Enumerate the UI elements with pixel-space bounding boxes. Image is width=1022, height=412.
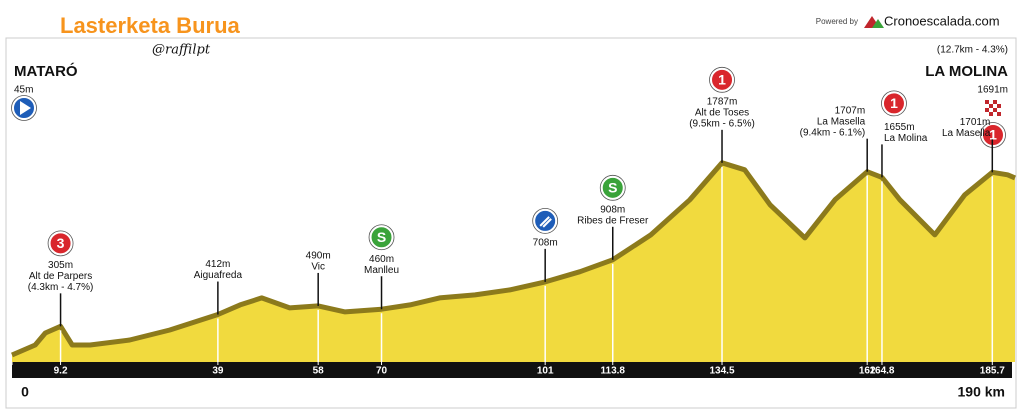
checker-square <box>989 112 993 116</box>
waypoint-label: Alt de Toses <box>695 107 749 118</box>
x-tick-label: 101 <box>537 366 554 377</box>
checker-square <box>985 112 989 116</box>
waypoint-label: La Masella <box>817 116 866 127</box>
checker-square <box>989 104 993 108</box>
category-icon-ring <box>11 95 37 121</box>
finish-name: LA MOLINA <box>925 63 1008 80</box>
checker-square <box>997 100 1001 104</box>
category-icon-label: 1 <box>718 72 726 88</box>
category-icon <box>881 91 906 116</box>
checker-square <box>993 100 997 104</box>
waypoint-label: (9.4km - 6.1%) <box>800 127 866 138</box>
checker-square <box>993 108 997 112</box>
x-tick-label: 134.5 <box>710 366 735 377</box>
category-icon <box>600 175 625 200</box>
checker-square <box>997 104 1001 108</box>
category-icon-label: S <box>608 180 617 196</box>
waypoint-label: Vic <box>311 262 325 273</box>
category-icon-ring <box>881 90 907 117</box>
waypoint-label: 1787m <box>707 96 738 107</box>
start-arrow <box>20 101 31 115</box>
profile-line <box>11 160 1016 358</box>
x-tick-label: 113.8 <box>601 366 626 377</box>
category-icon-ring <box>532 207 559 234</box>
x-tick-label: 39 <box>212 366 224 377</box>
category-icon-label: 1 <box>890 95 898 111</box>
category-icon-label: S <box>377 229 386 245</box>
finish-elevation: 1691m <box>977 85 1008 96</box>
waypoint-label: 490m <box>306 251 331 262</box>
category-icon-ring <box>368 224 395 251</box>
waypoint-label: Aiguafreda <box>194 270 243 281</box>
waypoint-label: Alt de Parpers <box>29 271 92 282</box>
profile-area <box>12 162 1015 362</box>
waypoint-label: 708m <box>533 238 558 249</box>
x-tick-label: 0 <box>21 384 29 400</box>
start-name: MATARÓ <box>14 62 78 80</box>
brand: Cronoescalada.com <box>884 13 1000 28</box>
checker-square <box>997 108 1001 112</box>
category-icon-ring <box>599 174 626 201</box>
x-tick-label: 164.8 <box>869 366 894 377</box>
km-bar <box>12 362 1012 378</box>
finish-climb: (12.7km - 4.3%) <box>937 45 1008 56</box>
waypoint-label: 1655m <box>884 122 915 133</box>
waypoint-label: 908m <box>600 204 625 215</box>
checker-square <box>985 108 989 112</box>
waypoint-label: La Masella <box>942 128 991 139</box>
waypoint-label: (9.5km - 6.5%) <box>689 118 755 129</box>
checker-square <box>993 112 997 116</box>
waypoint-label: Manlleu <box>364 265 399 276</box>
finish-flag <box>985 100 1001 116</box>
title: Lasterketa Burua <box>60 13 241 38</box>
x-tick-label: 185.7 <box>980 366 1005 377</box>
category-icon-label: 1 <box>989 127 997 143</box>
category-icon <box>710 67 735 92</box>
handle: @raffilpt <box>152 43 211 58</box>
waypoint-label: 1707m <box>835 105 866 116</box>
checker-square <box>985 100 989 104</box>
waypoint-label: 1701m <box>960 117 991 128</box>
checker-square <box>985 104 989 108</box>
category-icon <box>48 231 73 256</box>
category-icon-ring <box>47 230 74 257</box>
x-tick-label: 190 km <box>958 384 1005 400</box>
feed-icon <box>539 216 552 228</box>
powered-by: Powered by <box>816 17 858 26</box>
x-tick-label: 9.2 <box>54 366 68 377</box>
waypoint-label: Ribes de Freser <box>577 215 649 226</box>
start-elevation: 45m <box>14 85 33 96</box>
waypoint-label: (4.3km - 4.7%) <box>28 282 94 293</box>
checker-square <box>989 100 993 104</box>
category-icon-ring <box>709 66 735 93</box>
waypoint-label: La Molina <box>884 133 928 144</box>
checker-square <box>993 104 997 108</box>
checker-square <box>997 112 1001 116</box>
category-icon <box>369 225 394 250</box>
x-tick-label: 162 <box>859 366 876 377</box>
waypoint-label: 460m <box>369 254 394 265</box>
brand-logo <box>872 19 884 28</box>
waypoint-label: 412m <box>205 259 230 270</box>
waypoint-label: 305m <box>48 260 73 271</box>
x-tick-label: 70 <box>376 366 388 377</box>
checker-square <box>989 108 993 112</box>
x-tick-label: 58 <box>313 366 325 377</box>
category-icon-label: 3 <box>57 235 65 251</box>
